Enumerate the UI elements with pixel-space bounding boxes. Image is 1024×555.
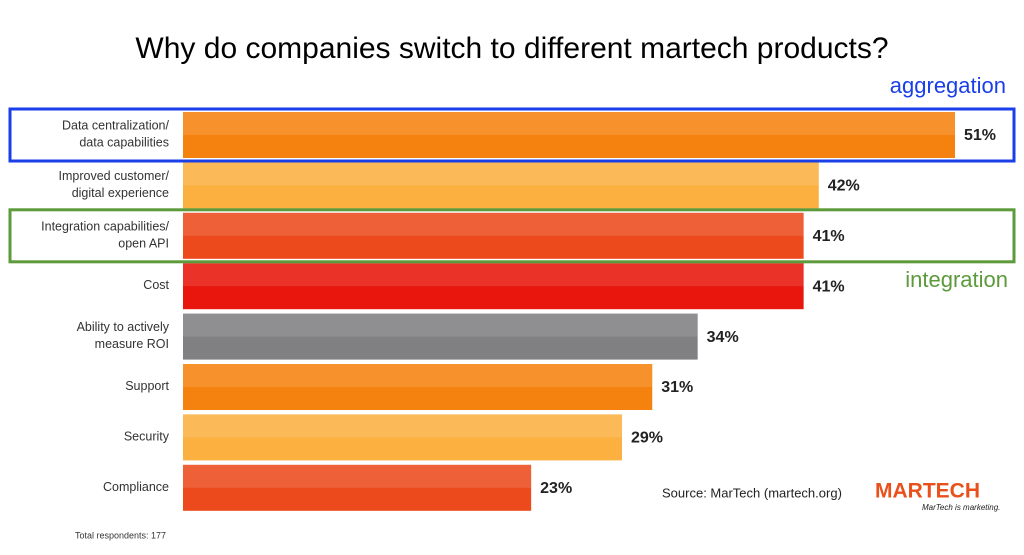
category-label: Cost (143, 278, 169, 292)
annotation-label: integration (905, 267, 1008, 292)
bar-highlight (183, 364, 653, 387)
bar-highlight (183, 464, 532, 488)
value-label: 23% (540, 480, 572, 497)
value-label: 29% (631, 430, 663, 447)
value-label: 41% (813, 228, 845, 245)
bar-highlight (183, 212, 804, 236)
category-label: Security (124, 430, 170, 444)
bar-highlight (183, 162, 819, 186)
bar (183, 464, 532, 511)
bar (183, 263, 804, 310)
bar (183, 414, 622, 461)
category-label: Improved customer/digital experience (59, 169, 170, 200)
value-label: 42% (828, 178, 860, 195)
value-label: 34% (707, 329, 739, 346)
value-label: 31% (661, 379, 693, 396)
bar-highlight (183, 313, 698, 337)
source: Source: MarTech (martech.org) (662, 485, 842, 500)
bar-highlight (183, 414, 622, 438)
chart-title: Why do companies switch to different mar… (135, 32, 888, 65)
bar (183, 313, 698, 360)
bar-highlight (183, 112, 955, 135)
bar (183, 364, 653, 410)
tagline: MarTech is marketing. (922, 503, 1000, 512)
bar (183, 212, 804, 259)
value-label: 41% (813, 278, 845, 295)
annotation-box (8, 208, 1016, 264)
value-label: 51% (964, 127, 996, 144)
annotation-box (8, 107, 1016, 163)
bar-highlight (183, 263, 804, 287)
category-label: Integration capabilities/open API (41, 220, 169, 251)
category-label: Ability to actively measure ROI (77, 320, 170, 351)
note: Total respondents: 177 (75, 530, 166, 540)
category-label: Support (125, 379, 169, 393)
bar (183, 112, 955, 158)
annotation-label: aggregation (890, 73, 1006, 98)
category-label: Data centralization/data capabilities (62, 119, 170, 150)
logo: MARTECH (875, 480, 980, 503)
bar (183, 162, 819, 209)
category-label: Compliance (103, 480, 169, 494)
